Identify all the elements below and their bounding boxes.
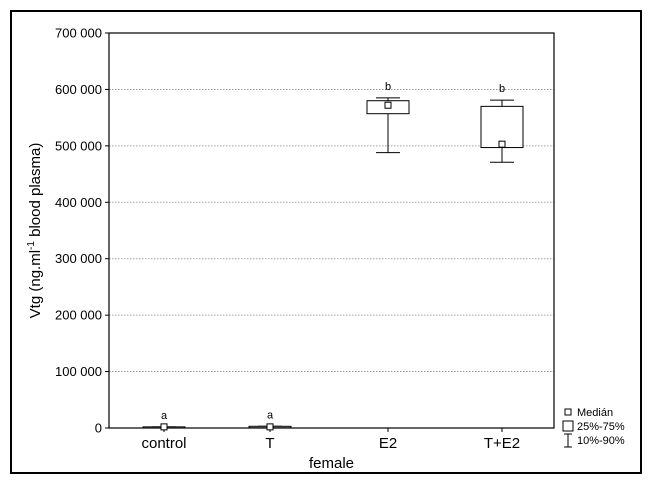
legend-label: 10%-90% bbox=[577, 435, 625, 447]
chart-frame bbox=[10, 10, 642, 474]
significance-letter: b bbox=[499, 83, 505, 95]
y-tick-label: 600 000 bbox=[55, 82, 102, 97]
y-tick-label: 200 000 bbox=[55, 308, 102, 323]
y-tick-label: 0 bbox=[95, 421, 102, 436]
y-tick-label: 400 000 bbox=[55, 195, 102, 210]
box-group: a bbox=[142, 410, 186, 431]
median-marker bbox=[498, 140, 506, 148]
legend-label: Medián bbox=[577, 407, 613, 419]
legend: Medián 25%-75% 10%-90% bbox=[562, 407, 625, 448]
significance-letter: a bbox=[161, 410, 168, 422]
legend-item: Medián bbox=[564, 407, 613, 419]
significance-letter: b bbox=[385, 81, 391, 93]
legend-item: 10%-90% bbox=[564, 433, 625, 448]
y-tick-label: 100 000 bbox=[55, 364, 102, 379]
median-marker bbox=[160, 423, 168, 431]
box-group: b bbox=[366, 81, 410, 154]
y-axis-ticks: 0 100 000 200 000 300 000 400 000 500 000 600 … bbox=[55, 26, 109, 436]
box-group: a bbox=[248, 409, 292, 431]
x-category-label: T+E2 bbox=[484, 435, 520, 452]
legend-item: 25%-75% bbox=[562, 420, 625, 433]
box-group: b bbox=[480, 83, 524, 163]
x-category-label: E2 bbox=[379, 435, 397, 452]
x-axis-label: female bbox=[309, 455, 354, 472]
plot-area bbox=[108, 32, 555, 429]
y-tick-label: 700 000 bbox=[55, 26, 102, 41]
x-category-label: control bbox=[141, 435, 186, 452]
grid-lines bbox=[109, 89, 554, 372]
y-axis-label-prefix: Vtg (ng.ml bbox=[27, 250, 44, 318]
x-category-label: T bbox=[265, 435, 274, 452]
median-marker bbox=[266, 423, 274, 431]
y-axis-label: Vtg (ng.ml-1 blood plasma) bbox=[26, 143, 44, 319]
y-tick-label: 300 000 bbox=[55, 251, 102, 266]
legend-median-symbol bbox=[564, 408, 572, 416]
box-series: a a b b bbox=[142, 81, 524, 431]
y-axis-label-superscript: -1 bbox=[26, 241, 37, 250]
legend-label: 25%-75% bbox=[577, 421, 625, 433]
y-axis-label-suffix: blood plasma) bbox=[27, 143, 44, 241]
significance-letter: a bbox=[267, 409, 274, 421]
median-marker bbox=[384, 101, 392, 109]
y-tick-label: 500 000 bbox=[55, 138, 102, 153]
legend-box-symbol bbox=[562, 420, 574, 432]
x-axis-categories: control T E2 T+E2 bbox=[141, 428, 520, 452]
